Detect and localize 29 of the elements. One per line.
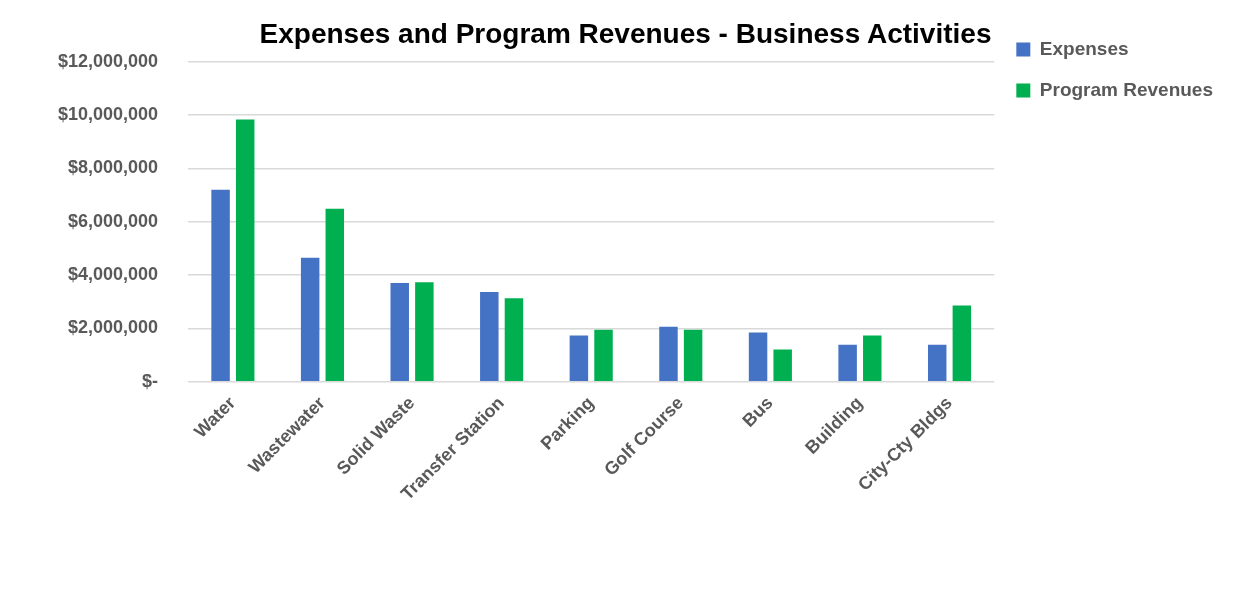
- bar: [300, 257, 320, 382]
- x-tick-label: Bus: [738, 392, 777, 431]
- bar: [390, 283, 409, 382]
- bar: [504, 298, 524, 382]
- bar: [863, 335, 882, 382]
- bar: [594, 329, 613, 382]
- y-tick-label: $8,000,000: [68, 157, 159, 178]
- bar: [952, 305, 972, 382]
- legend-label: Program Revenues: [1039, 78, 1214, 100]
- bar: [480, 291, 499, 382]
- bar: [569, 335, 589, 382]
- y-tick-label: $6,000,000: [68, 210, 159, 231]
- bar: [683, 329, 703, 382]
- bar: [325, 208, 345, 382]
- y-tick-label: $2,000,000: [68, 317, 159, 338]
- bar: [211, 189, 230, 382]
- bar: [927, 344, 947, 382]
- y-tick-label: $4,000,000: [68, 264, 159, 285]
- y-tick-label: $10,000,000: [57, 103, 159, 124]
- bar: [773, 349, 792, 382]
- legend-label: Expenses: [1039, 37, 1129, 59]
- bar: [235, 119, 255, 382]
- chart-title: Expenses and Program Revenues - Business Activities: [259, 17, 992, 49]
- y-tick-label: $12,000,000: [57, 50, 159, 71]
- y-tick-label: $-: [142, 370, 159, 391]
- bar: [415, 282, 434, 382]
- bar: [659, 326, 678, 382]
- bar: [748, 332, 768, 382]
- bar: [838, 344, 857, 382]
